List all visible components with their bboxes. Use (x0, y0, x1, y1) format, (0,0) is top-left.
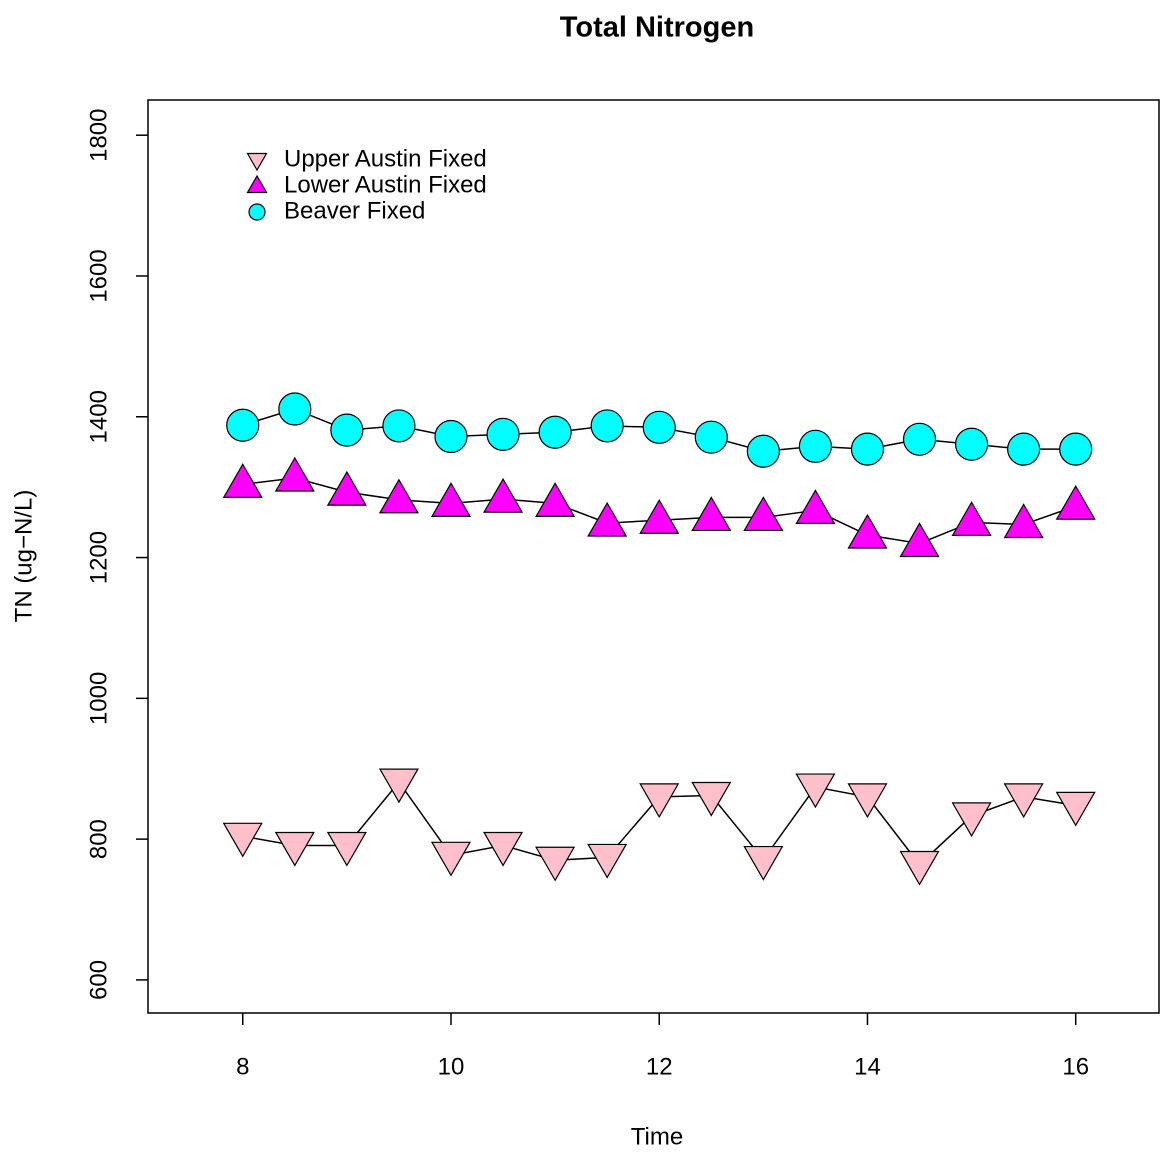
legend-marker (246, 174, 268, 194)
x-tick-label: 8 (236, 1053, 249, 1080)
data-point (378, 478, 419, 514)
x-tick-label: 16 (1062, 1053, 1089, 1080)
data-point (378, 768, 419, 804)
data-point (590, 409, 624, 443)
data-point (1003, 503, 1044, 539)
data-point (382, 409, 416, 443)
data-point (795, 489, 836, 524)
data-point (326, 831, 367, 867)
legend-label: Beaver Fixed (284, 197, 425, 224)
data-point (226, 408, 260, 442)
x-tick-label: 14 (854, 1053, 881, 1080)
data-point (587, 501, 628, 537)
data-point (1003, 783, 1044, 819)
y-tick-label: 1000 (85, 672, 112, 725)
data-point (330, 413, 364, 447)
data-point (483, 831, 524, 867)
data-point (639, 783, 680, 819)
data-point (483, 477, 524, 513)
x-axis-label: Time (631, 1123, 683, 1150)
data-point (899, 850, 940, 886)
data-point (587, 843, 628, 879)
data-point (795, 773, 836, 809)
legend-label: Upper Austin Fixed (284, 145, 487, 172)
y-tick-label: 1400 (85, 390, 112, 443)
legend-marker (246, 152, 268, 172)
data-point (746, 434, 780, 468)
data-point (1055, 484, 1096, 520)
data-point (902, 422, 937, 456)
data-point (430, 841, 472, 877)
legend-marker (248, 203, 266, 221)
data-point (222, 463, 263, 498)
data-point (899, 522, 940, 558)
y-tick-label: 1600 (85, 249, 112, 302)
data-point (642, 410, 676, 444)
data-point (1059, 432, 1093, 466)
data-point (1055, 791, 1096, 827)
data-point (694, 420, 728, 454)
data-point (1007, 432, 1041, 466)
data-point (222, 822, 263, 858)
data-point (430, 482, 472, 517)
data-point (850, 432, 885, 466)
data-point (954, 427, 989, 461)
data-point (798, 429, 833, 463)
data-point (847, 783, 888, 819)
x-tick-label: 10 (438, 1053, 465, 1080)
y-tick-label: 800 (85, 819, 112, 859)
legend-label: Lower Austin Fixed (284, 171, 487, 198)
chart-title: Total Nitrogen (560, 12, 754, 44)
data-point (951, 501, 992, 536)
data-point (326, 470, 367, 506)
data-point (535, 482, 576, 517)
data-point (743, 496, 784, 532)
y-axis-label: TN (ug−N/L) (10, 490, 37, 623)
data-point (951, 802, 992, 838)
data-point (274, 456, 315, 492)
y-tick-label: 1800 (85, 109, 112, 162)
data-point (434, 419, 468, 454)
data-point (847, 513, 888, 549)
data-point (743, 845, 784, 881)
y-tick-label: 1200 (85, 531, 112, 584)
data-point (639, 499, 680, 534)
x-tick-label: 12 (646, 1053, 673, 1080)
plot-frame (147, 99, 1160, 1014)
data-point (535, 846, 576, 882)
data-point (278, 392, 312, 426)
data-point (486, 417, 520, 451)
data-point (691, 496, 732, 532)
data-point (274, 831, 315, 867)
data-point (538, 415, 572, 449)
data-point (691, 781, 732, 817)
y-tick-label: 600 (85, 960, 112, 1000)
